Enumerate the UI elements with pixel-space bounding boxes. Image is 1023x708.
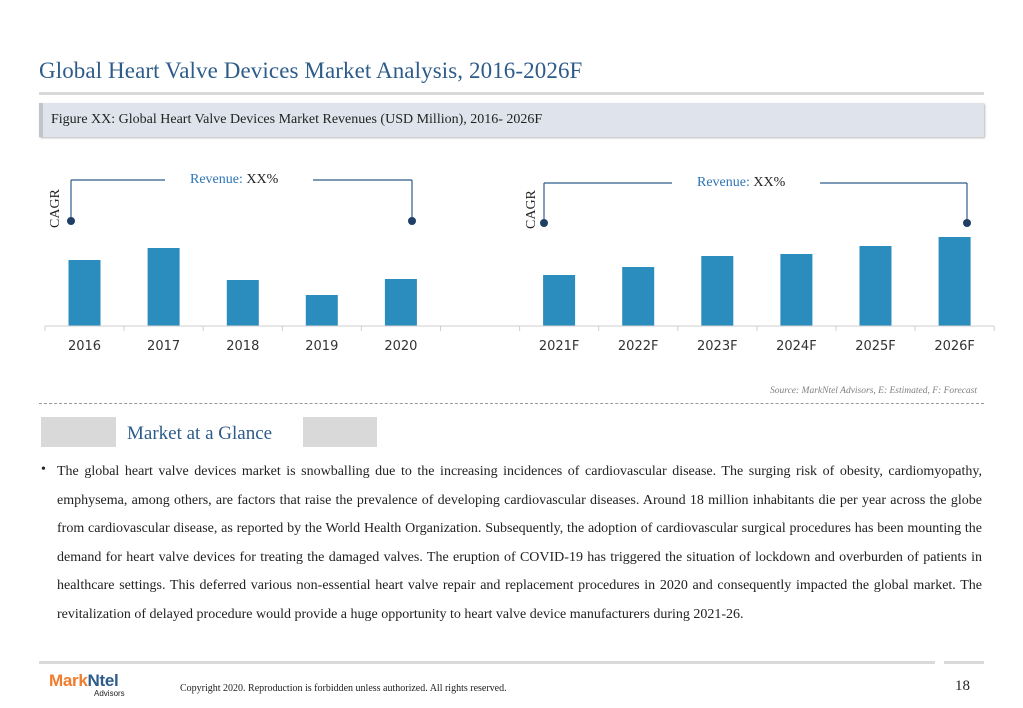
x-tick-label: 2019 <box>305 339 338 354</box>
revenue-label-left: Revenue: XX% <box>190 172 278 188</box>
footer-divider <box>39 661 935 664</box>
revenue-value-left: XX% <box>242 172 279 187</box>
x-tick-label: 2020 <box>384 339 417 354</box>
bar-2026F <box>938 237 971 326</box>
bar-2019 <box>305 295 338 326</box>
logo-part-ntel: Ntel <box>87 671 119 690</box>
figure-caption-bar: Figure XX: Global Heart Valve Devices Ma… <box>39 103 984 137</box>
x-tick-label: 2018 <box>226 339 259 354</box>
logo-subtitle: Advisors <box>94 689 125 698</box>
bar-2024F <box>780 254 813 326</box>
title-divider <box>39 92 984 95</box>
revenue-value-right: XX% <box>749 175 786 190</box>
x-tick-label: 2024F <box>776 339 817 354</box>
heading-decor-left <box>41 417 116 447</box>
right-bracket-dot-end <box>963 219 971 227</box>
revenue-label-right: Revenue: XX% <box>697 175 785 191</box>
x-tick-label: 2026F <box>934 339 975 354</box>
bullet-marker: • <box>41 462 46 477</box>
bar-2022F <box>622 267 655 326</box>
x-tick-label: 2016 <box>68 339 101 354</box>
revenue-bar-chart: 2016 2017 2018 2019 2020 2021F 2022F 2023F 2024F… <box>44 179 995 354</box>
cagr-annotations <box>67 179 971 227</box>
figure-caption: Figure XX: Global Heart Valve Devices Ma… <box>51 112 543 127</box>
copyright-text: Copyright 2020. Reproduction is forbidde… <box>180 683 507 694</box>
x-tick-label: 2023F <box>697 339 738 354</box>
bars <box>68 237 971 326</box>
market-paragraph: The global heart valve devices market is… <box>57 464 982 622</box>
right-bracket-dot-start <box>540 219 548 227</box>
x-tick-label: 2022F <box>618 339 659 354</box>
caption-accent <box>39 103 43 137</box>
dashed-divider <box>39 403 984 404</box>
x-axis: 2016 2017 2018 2019 2020 2021F 2022F 2023F 2024F… <box>44 325 995 354</box>
bar-2021F <box>543 275 576 326</box>
left-bracket-dot-start <box>67 217 75 225</box>
bar-2017 <box>147 248 180 326</box>
section-heading: Market at a Glance <box>127 423 273 444</box>
cagr-label-left: CAGR <box>48 189 63 228</box>
x-tick-label: 2017 <box>147 339 180 354</box>
bar-2018 <box>226 280 259 326</box>
footer-divider-short <box>944 661 984 664</box>
heading-decor-right <box>303 417 377 447</box>
logo-wordmark: MarkNtel <box>49 671 125 691</box>
bar-2016 <box>68 260 101 326</box>
x-tick-label: 2021F <box>539 339 580 354</box>
logo-part-mark: Mark <box>49 671 88 690</box>
marknte-logo: MarkNtel Advisors <box>49 671 125 698</box>
bar-2025F <box>859 246 892 326</box>
bar-2023F <box>701 256 734 326</box>
bar-2020 <box>384 279 417 326</box>
cagr-label-right: CAGR <box>524 190 539 229</box>
revenue-key-left: Revenue: <box>190 172 243 187</box>
left-bracket-dot-end <box>408 217 416 225</box>
page-title: Global Heart Valve Devices Market Analys… <box>39 58 583 83</box>
source-note: Source: MarkNtel Advisors, E: Estimated,… <box>769 386 977 396</box>
revenue-key-right: Revenue: <box>697 175 750 190</box>
x-tick-label: 2025F <box>855 339 896 354</box>
page-number: 18 <box>955 678 970 694</box>
